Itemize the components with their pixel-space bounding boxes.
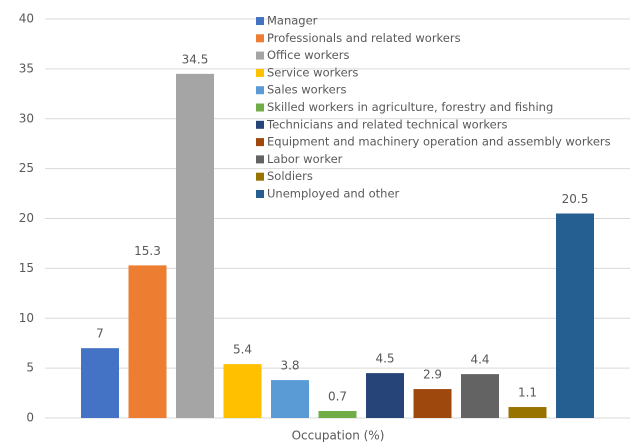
data-label: 3.8 — [280, 359, 299, 373]
legend-swatch — [256, 120, 264, 129]
data-label: 4.4 — [470, 353, 489, 367]
legend-swatch — [256, 103, 264, 112]
y-tick-label: 35 — [19, 61, 34, 75]
data-label: 2.9 — [423, 368, 442, 382]
bar — [271, 380, 309, 418]
legend-swatch — [256, 138, 264, 147]
x-axis-label: Occupation (%) — [292, 429, 385, 443]
legend-label: Technicians and related technical worker… — [266, 117, 507, 131]
data-label: 4.5 — [375, 352, 394, 366]
y-tick-label: 20 — [19, 211, 34, 225]
legend-swatch — [256, 51, 264, 60]
data-label: 7 — [96, 327, 104, 341]
data-label: 34.5 — [182, 52, 209, 66]
legend-label: Skilled workers in agriculture, forestry… — [267, 100, 553, 114]
legend-swatch — [256, 17, 264, 25]
legend-label: Unemployed and other — [267, 187, 400, 201]
bar — [81, 348, 119, 418]
bar — [366, 373, 404, 418]
bar — [318, 411, 357, 418]
legend-swatch — [256, 86, 264, 95]
bar — [128, 265, 167, 418]
legend-swatch — [256, 155, 264, 164]
y-tick-label: 25 — [19, 161, 34, 175]
legend-label: Manager — [267, 14, 318, 28]
bar — [223, 364, 262, 418]
y-tick-label: 10 — [19, 311, 34, 325]
bar — [556, 213, 594, 418]
y-tick-label: 0 — [26, 411, 34, 425]
y-tick-label: 5 — [26, 361, 34, 375]
legend-swatch — [256, 34, 264, 43]
legend-label: Professionals and related workers — [267, 31, 461, 45]
data-label: 1.1 — [518, 386, 537, 400]
legend-swatch — [256, 68, 264, 77]
legend-swatch — [256, 172, 264, 181]
legend-label: Labor worker — [267, 152, 343, 166]
legend-swatch — [256, 190, 264, 198]
legend-label: Office workers — [267, 48, 349, 62]
bar — [508, 407, 547, 418]
y-tick-label: 30 — [19, 111, 34, 125]
data-label: 20.5 — [562, 192, 589, 206]
legend-label: Sales workers — [267, 83, 346, 97]
legend-label: Service workers — [267, 65, 358, 79]
data-label: 15.3 — [134, 244, 161, 258]
bar — [413, 389, 452, 418]
bar — [461, 374, 499, 418]
legend-label: Soldiers — [267, 169, 313, 183]
y-tick-label: 15 — [19, 261, 34, 275]
data-label: 0.7 — [328, 390, 347, 404]
legend-label: Equipment and machinery operation and as… — [267, 135, 611, 149]
y-tick-label: 40 — [19, 12, 34, 26]
bar — [176, 73, 214, 419]
data-label: 5.4 — [233, 343, 252, 357]
